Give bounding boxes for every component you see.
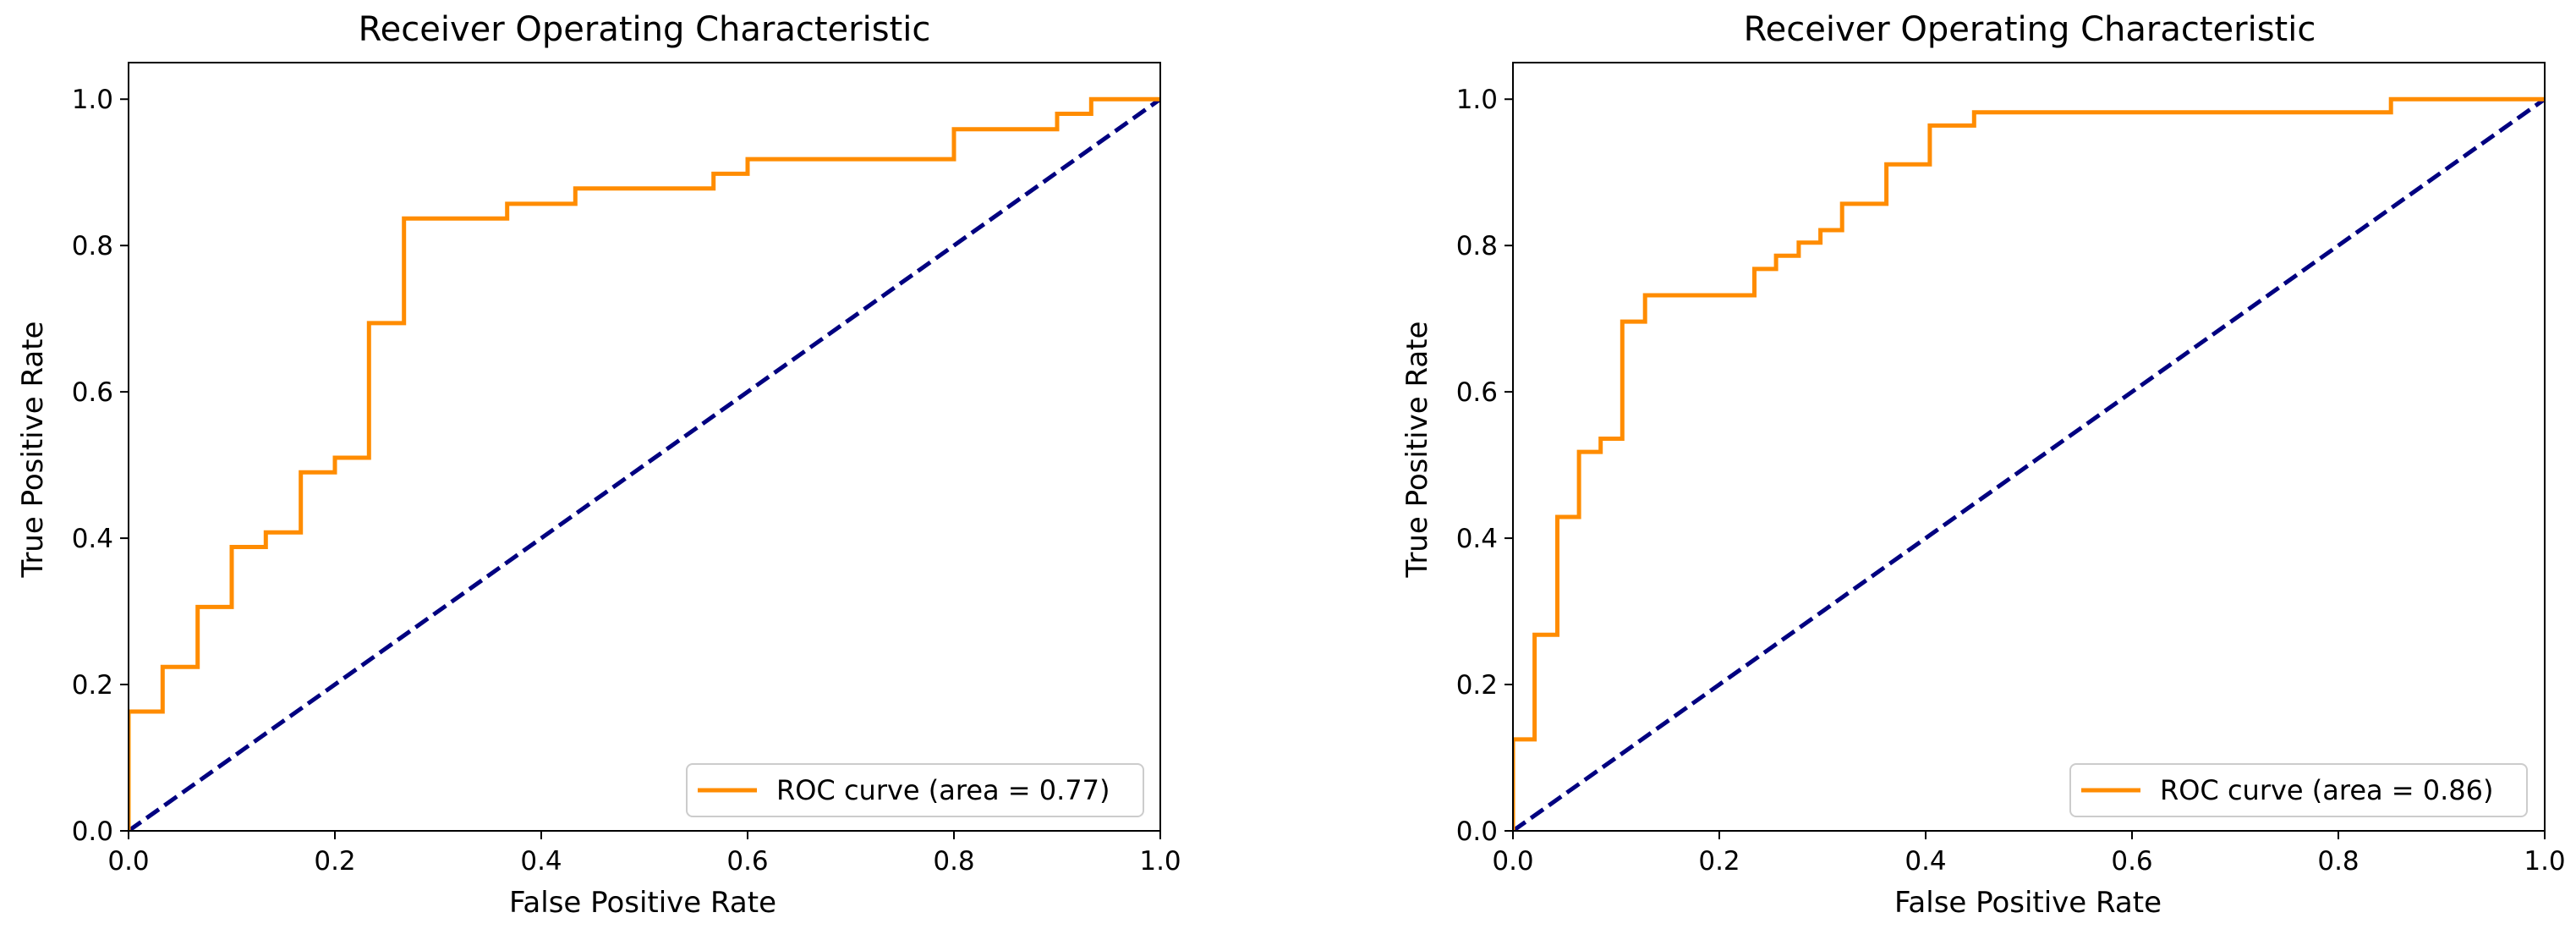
y-axis-label: True Positive Rate [1400, 322, 1434, 579]
x-tick-label: 1.0 [1139, 846, 1181, 877]
x-tick-label: 0.8 [933, 846, 974, 877]
roc-curve-line [129, 96, 1160, 831]
y-tick-label: 0.8 [1456, 231, 1498, 261]
y-tick-label: 0.6 [1456, 377, 1498, 408]
y-tick-label: 0.2 [1456, 670, 1498, 701]
axis-ticks: 0.0 0.2 0.4 0.6 0.8 1.0 0.0 0.2 0.4 0.6 0.8 1.0 [72, 85, 1181, 877]
x-tick-label: 0.4 [520, 846, 562, 877]
axes-frame [1512, 62, 2546, 832]
y-tick-label: 1.0 [1456, 85, 1498, 115]
roc-chart-left: Receiver Operating Characteristic 0.0 0.2… [16, 10, 1181, 920]
y-axis-label: True Positive Rate [16, 322, 50, 579]
legend: ROC curve (area = 0.77) [686, 763, 1144, 817]
y-tick-label: 0.0 [1456, 816, 1498, 847]
x-tick-label: 1.0 [2524, 846, 2565, 877]
chart-title: Receiver Operating Characteristic [1744, 10, 2316, 49]
x-tick-label: 0.8 [2317, 846, 2359, 877]
y-tick-label: 0.4 [1456, 524, 1498, 554]
y-tick-label: 0.8 [72, 231, 113, 261]
x-tick-label: 0.0 [107, 846, 149, 877]
y-tick-label: 0.4 [72, 524, 113, 554]
chart-title: Receiver Operating Characteristic [359, 10, 931, 49]
x-tick-label: 0.4 [1905, 846, 1946, 877]
y-tick-label: 0.0 [72, 816, 113, 847]
x-tick-label: 0.0 [1492, 846, 1533, 877]
chance-diagonal-line [1513, 97, 2545, 831]
plot-area [128, 62, 1161, 832]
roc-curve-line [1513, 96, 2545, 831]
axes-frame [128, 62, 1161, 832]
plot-area [1512, 62, 2546, 832]
axis-ticks: 0.0 0.2 0.4 0.6 0.8 1.0 0.0 0.2 0.4 0.6 0.8 1.0 [1456, 85, 2566, 877]
roc-chart-right: Receiver Operating Characteristic 0.0 0.2… [1400, 10, 2566, 920]
y-tick-label: 1.0 [72, 85, 113, 115]
y-tick-label: 0.6 [72, 377, 113, 408]
x-axis-label: False Positive Rate [509, 886, 776, 920]
chance-diagonal-line [129, 97, 1160, 831]
x-tick-label: 0.2 [314, 846, 355, 877]
legend-box [2069, 763, 2528, 817]
legend: ROC curve (area = 0.86) [2069, 763, 2528, 817]
x-axis-label: False Positive Rate [1894, 886, 2162, 920]
x-tick-label: 0.2 [1698, 846, 1740, 877]
y-tick-label: 0.2 [72, 670, 113, 701]
legend-label: ROC curve (area = 0.77) [776, 774, 1110, 806]
x-tick-label: 0.6 [2111, 846, 2152, 877]
x-tick-label: 0.6 [726, 846, 768, 877]
legend-label: ROC curve (area = 0.86) [2160, 774, 2494, 806]
legend-box [686, 763, 1144, 817]
